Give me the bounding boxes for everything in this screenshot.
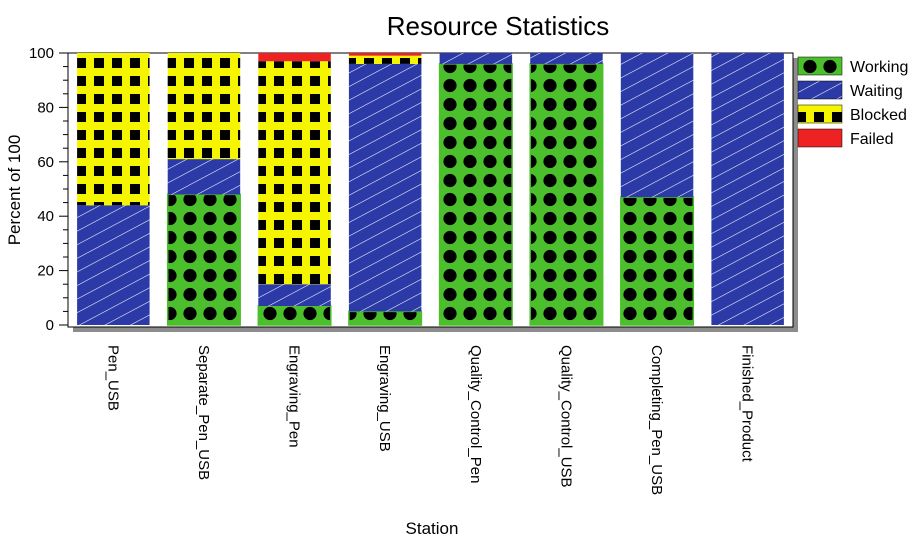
legend-label-working: Working bbox=[850, 59, 908, 76]
bar-engraving-pen-failed bbox=[258, 53, 331, 62]
bar-quality-control-usb-working bbox=[529, 63, 604, 326]
bar-pen-usb-waiting bbox=[77, 205, 150, 325]
bar-pen-usb-blocked bbox=[77, 53, 150, 206]
x-axis-tick-labels: Pen_USB Separate_Pen_USB Engraving_Pen Engr… bbox=[104, 345, 755, 495]
y-tick-label: 100 bbox=[29, 45, 54, 62]
bar-engraving-usb-waiting bbox=[348, 63, 422, 312]
legend-swatch-failed bbox=[797, 128, 843, 148]
bar-separate-pen-usb-waiting bbox=[167, 159, 241, 195]
legend: Working Waiting Blocked Failed bbox=[797, 56, 908, 148]
bar-completing-pen-usb-waiting bbox=[620, 53, 694, 198]
chart-title: Resource Statistics bbox=[387, 11, 610, 41]
x-tick-label-engraving-pen: Engraving_Pen bbox=[286, 345, 303, 448]
x-tick-label-quality-control-usb: Quality_Control_USB bbox=[557, 345, 574, 488]
y-tick-label: 0 bbox=[46, 317, 54, 334]
y-tick-label: 20 bbox=[37, 263, 54, 280]
bar-quality-control-pen-waiting bbox=[439, 53, 513, 64]
x-tick-label-completing-pen-usb: Completing_Pen_USB bbox=[648, 345, 665, 495]
bar-engraving-usb-working bbox=[348, 310, 423, 326]
x-tick-label-engraving-usb: Engraving_USB bbox=[376, 345, 393, 452]
legend-swatch-blocked bbox=[797, 104, 843, 124]
bar-engraving-pen-waiting bbox=[258, 284, 331, 306]
legend-label-blocked: Blocked bbox=[850, 107, 907, 124]
x-axis-label: Station bbox=[406, 519, 459, 538]
y-axis: 0 20 40 60 80 100 bbox=[29, 45, 69, 334]
y-tick-label: 40 bbox=[37, 208, 54, 225]
bar-completing-pen-usb-working bbox=[620, 196, 695, 326]
bar-quality-control-usb-waiting bbox=[530, 53, 603, 64]
bar-quality-control-pen-working bbox=[438, 63, 513, 326]
x-tick-label-separate-pen-usb: Separate_Pen_USB bbox=[195, 345, 212, 480]
legend-label-waiting: Waiting bbox=[850, 83, 903, 100]
y-tick-label: 60 bbox=[37, 154, 54, 171]
bar-engraving-usb-failed bbox=[348, 53, 422, 56]
bar-separate-pen-usb-working bbox=[166, 193, 241, 326]
bars bbox=[77, 53, 784, 326]
bar-finished-product-waiting bbox=[711, 53, 784, 325]
legend-swatch-waiting bbox=[797, 80, 843, 100]
bar-separate-pen-usb-blocked bbox=[167, 53, 241, 160]
x-tick-label-quality-control-pen: Quality_Control_Pen bbox=[467, 345, 484, 483]
y-tick-label: 80 bbox=[37, 99, 54, 116]
bar-engraving-pen-working bbox=[257, 305, 332, 326]
legend-swatch-working bbox=[797, 56, 843, 76]
y-axis-label: Percent of 100 bbox=[5, 135, 24, 246]
bar-engraving-usb-blocked bbox=[348, 55, 422, 64]
x-tick-label-finished-product: Finished_Product bbox=[739, 345, 756, 463]
x-tick-label-pen-usb: Pen_USB bbox=[104, 345, 121, 411]
legend-label-failed: Failed bbox=[850, 131, 894, 148]
bar-engraving-pen-blocked bbox=[258, 61, 331, 285]
